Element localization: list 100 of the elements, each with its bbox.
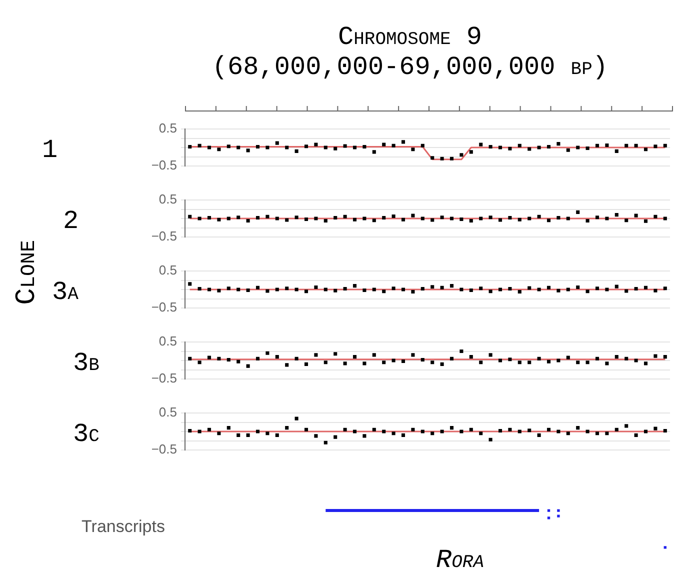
point <box>246 148 250 152</box>
point <box>479 432 483 436</box>
point <box>392 144 396 148</box>
point <box>586 430 590 434</box>
point <box>314 142 318 146</box>
point <box>595 286 600 290</box>
point <box>372 150 376 154</box>
point <box>411 353 415 357</box>
point <box>440 430 444 434</box>
point <box>537 433 541 437</box>
point <box>324 440 328 444</box>
point <box>362 362 366 366</box>
point <box>586 360 590 364</box>
point <box>324 218 328 222</box>
point <box>663 355 667 359</box>
point <box>537 288 541 292</box>
point <box>420 144 424 148</box>
point <box>663 144 667 148</box>
chart-subtitle: (68,000,000-69,000,000 bp) <box>210 52 610 82</box>
point <box>294 149 298 153</box>
point <box>246 364 250 368</box>
point <box>285 363 289 367</box>
point <box>614 428 618 432</box>
point <box>285 286 289 290</box>
point <box>663 216 667 220</box>
point <box>556 430 560 434</box>
point <box>644 286 648 290</box>
point <box>605 144 609 148</box>
point <box>508 146 512 150</box>
point <box>198 360 202 364</box>
point <box>343 362 347 366</box>
point <box>198 144 202 148</box>
point <box>294 216 298 220</box>
y-axis-title: 3b <box>73 348 100 378</box>
point <box>663 428 667 433</box>
point <box>586 146 590 150</box>
point <box>352 284 357 288</box>
point <box>382 142 386 146</box>
point <box>207 216 212 220</box>
point <box>198 430 202 434</box>
point <box>401 218 406 222</box>
point <box>372 218 376 222</box>
point <box>392 358 396 362</box>
point <box>207 146 212 150</box>
point <box>460 217 464 222</box>
point <box>518 144 522 148</box>
y-tick-label: 0.5 <box>158 334 177 349</box>
point <box>528 147 532 151</box>
point <box>450 426 454 430</box>
point <box>314 286 318 290</box>
point <box>314 353 318 357</box>
point <box>411 428 415 432</box>
point <box>663 286 667 290</box>
point <box>479 360 483 364</box>
point <box>411 214 415 218</box>
point <box>430 432 434 436</box>
x-axis-title: Rora <box>434 545 485 573</box>
point <box>285 218 289 222</box>
y-tick-label: −0.5 <box>151 370 177 386</box>
point <box>595 144 600 148</box>
point <box>595 356 600 360</box>
point <box>566 432 570 436</box>
point <box>537 146 541 150</box>
point <box>469 150 473 154</box>
point <box>304 217 308 222</box>
y-tick-label: 0.5 <box>158 404 177 420</box>
point <box>430 285 434 289</box>
point <box>624 289 628 293</box>
point <box>382 360 386 364</box>
point <box>518 290 522 294</box>
point <box>498 146 502 150</box>
point <box>362 144 366 149</box>
point <box>343 428 347 432</box>
point <box>450 216 454 220</box>
point <box>188 282 192 286</box>
point <box>217 356 221 360</box>
point <box>460 430 464 434</box>
point <box>256 286 260 290</box>
point <box>401 433 406 437</box>
point <box>275 216 279 220</box>
point <box>275 141 279 145</box>
point <box>488 353 492 357</box>
point <box>546 144 551 149</box>
point <box>372 428 376 432</box>
point <box>644 219 648 223</box>
point <box>469 218 473 222</box>
y-axis-title: 2 <box>63 206 79 236</box>
point <box>460 349 464 354</box>
point <box>304 290 308 294</box>
point <box>518 360 522 364</box>
point <box>392 214 396 218</box>
y-tick-label: 0.5 <box>158 120 177 136</box>
point <box>595 216 600 220</box>
chart-title: Chromosome 9 <box>336 22 484 52</box>
point <box>634 433 638 437</box>
point <box>576 210 580 214</box>
point <box>226 286 230 290</box>
point <box>614 284 618 288</box>
point <box>654 214 658 218</box>
point <box>556 288 560 292</box>
